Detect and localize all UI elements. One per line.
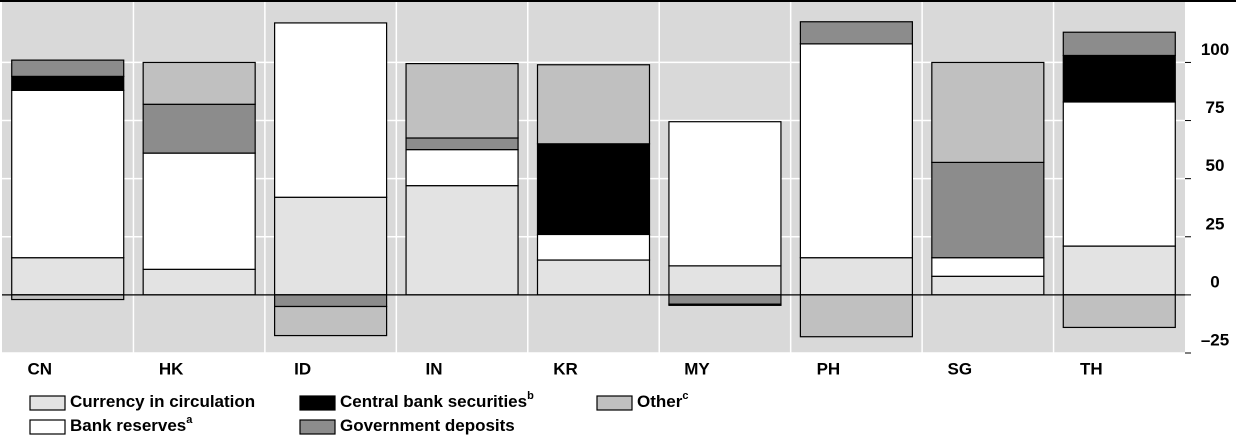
bar-segment xyxy=(11,89,125,259)
y-tick-label: 75 xyxy=(1206,98,1225,117)
bar-segment xyxy=(405,185,519,296)
legend-label: Central bank securitiesb xyxy=(340,390,534,412)
legend-text: Currency in circulation xyxy=(70,392,255,411)
bar-segment xyxy=(931,61,1045,163)
bar-segment xyxy=(1062,54,1176,103)
bar-segment xyxy=(536,143,651,236)
bar-segment xyxy=(142,103,256,154)
legend-text: Other xyxy=(637,392,683,411)
bar-segment xyxy=(1062,245,1176,296)
x-tick-label: CN xyxy=(27,359,52,378)
y-tick-label: –25 xyxy=(1201,330,1229,349)
y-tick-label: 0 xyxy=(1210,272,1219,291)
legend-label: Bank reservesa xyxy=(70,414,193,436)
bar-segment xyxy=(11,75,125,91)
bar-segment xyxy=(668,265,782,296)
x-tick-label: SG xyxy=(948,359,973,378)
bar-segment xyxy=(11,257,125,296)
bar-segment xyxy=(799,21,913,45)
bar-segment xyxy=(799,257,913,296)
bar-segment xyxy=(11,294,125,301)
bar-segment xyxy=(274,22,388,198)
x-tick-label: ID xyxy=(294,359,311,378)
bar-segment xyxy=(931,161,1045,259)
x-tick-label: KR xyxy=(553,359,578,378)
legend-superscript: c xyxy=(682,390,688,402)
bar-segment xyxy=(1062,31,1176,57)
x-tick-label: TH xyxy=(1080,359,1103,378)
bar-segment xyxy=(931,257,1045,277)
bar-segment xyxy=(142,152,256,270)
x-tick-label: HK xyxy=(159,359,184,378)
bar-segment xyxy=(799,294,913,338)
bar-segment xyxy=(536,233,651,261)
x-tick-label: IN xyxy=(426,359,443,378)
legend-swatch xyxy=(299,419,336,435)
bar-segment xyxy=(405,149,519,187)
legend-swatch xyxy=(29,395,66,411)
legend-text: Government deposits xyxy=(340,416,515,435)
legend-label: Otherc xyxy=(637,390,688,412)
bar-segment xyxy=(931,275,1045,296)
bar-segment xyxy=(405,62,519,139)
bar-segment xyxy=(799,43,913,259)
bar-segment xyxy=(536,259,651,296)
legend-text: Bank reserves xyxy=(70,416,186,435)
bar-segment xyxy=(274,294,388,308)
bar-segment xyxy=(405,137,519,151)
legend-superscript: a xyxy=(186,414,193,426)
bar-segment xyxy=(668,121,782,267)
bar-segment xyxy=(536,64,651,145)
bar-segment xyxy=(142,61,256,105)
legend-text: Central bank securities xyxy=(340,392,527,411)
bar-segment xyxy=(1062,294,1176,329)
y-tick-label: 50 xyxy=(1206,156,1225,175)
bar-segment xyxy=(668,294,782,305)
legend-swatch xyxy=(299,395,336,411)
y-tick-label: 25 xyxy=(1206,214,1225,233)
bar-segment xyxy=(274,305,388,337)
bar-segment xyxy=(1062,101,1176,247)
x-tick-label: PH xyxy=(817,359,841,378)
legend-swatch xyxy=(29,419,66,435)
legend-swatch xyxy=(596,395,633,411)
legend-label: Currency in circulation xyxy=(70,392,255,411)
bar-segment xyxy=(274,196,388,296)
legend-superscript: b xyxy=(527,390,534,402)
bar-segment xyxy=(11,59,125,77)
legend-label: Government deposits xyxy=(340,416,515,435)
y-tick-label: 100 xyxy=(1201,40,1229,59)
bar-segment xyxy=(668,303,782,306)
bar-segment xyxy=(142,268,256,296)
x-tick-label: MY xyxy=(684,359,710,378)
